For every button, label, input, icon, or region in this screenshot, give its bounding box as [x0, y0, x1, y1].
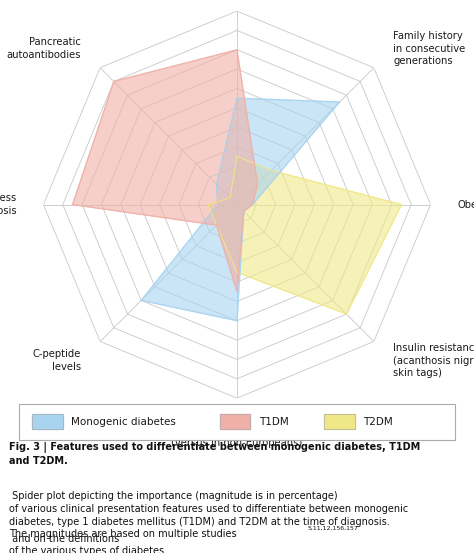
- Text: Fig. 3 | Features used to differentiate between monogenic diabetes, T1DM
and T2D: Fig. 3 | Features used to differentiate …: [9, 442, 421, 466]
- Bar: [324, 414, 355, 429]
- Bar: [32, 414, 63, 429]
- Text: Insulin resistance
(acanthosis nigricans
skin tags): Insulin resistance (acanthosis nigricans…: [393, 343, 474, 378]
- Text: 5,11,12,156,157: 5,11,12,156,157: [308, 526, 359, 531]
- Bar: [324, 414, 355, 429]
- Polygon shape: [73, 50, 257, 292]
- Text: Family history
in consecutive
generations: Family history in consecutive generation…: [393, 31, 465, 66]
- Text: C-peptide
levels: C-peptide levels: [33, 349, 81, 372]
- Text: Monogenic diabetes: Monogenic diabetes: [71, 416, 176, 427]
- Text: and on the definitions
of the various types of diabetes.: and on the definitions of the various ty…: [9, 534, 168, 553]
- Polygon shape: [141, 98, 340, 321]
- Text: Obesity: Obesity: [457, 200, 474, 210]
- FancyBboxPatch shape: [19, 404, 455, 440]
- Text: Proneness
to ketoacidosis: Proneness to ketoacidosis: [0, 194, 17, 216]
- Bar: [32, 414, 63, 429]
- Text: T2DM: T2DM: [364, 416, 393, 427]
- Polygon shape: [208, 156, 401, 314]
- Text: Burden in Europeans
(versus in non-Europeans): Burden in Europeans (versus in non-Europ…: [172, 425, 302, 448]
- Bar: [219, 414, 250, 429]
- Text: Pancreatic
autoantibodies: Pancreatic autoantibodies: [7, 38, 81, 60]
- Bar: [219, 414, 250, 429]
- Text: Spider plot depicting the importance (magnitude is in percentage)
of various cli: Spider plot depicting the importance (ma…: [9, 491, 409, 540]
- Text: T1DM: T1DM: [259, 416, 289, 427]
